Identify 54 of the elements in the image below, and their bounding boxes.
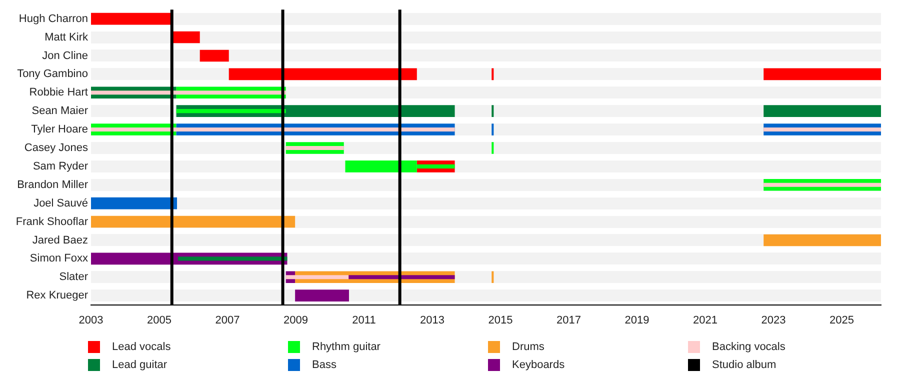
y-tick-label: Tyler Hoare [31,124,88,136]
y-tick-label: Robbie Hart [29,86,88,99]
x-tick-label: 2021 [693,314,718,326]
y-tick-label: Jon Cline [42,50,88,62]
x-tick-label: 2009 [284,314,308,326]
y-tick-label: Brandon Miller [17,178,88,191]
bar [348,275,455,280]
x-tick-label: 2003 [78,314,104,326]
y-tick-label: Matt Kirk [44,31,88,44]
legend-label: Keyboards [512,359,565,371]
x-tick-label: 2017 [556,314,581,326]
x-tick-label: 2015 [488,314,513,326]
y-tick-label: Frank Shooflar [16,216,88,228]
bar [178,256,288,261]
x-tick-label: 2025 [830,314,854,326]
x-tick-label: 2005 [147,314,172,326]
bar [228,68,417,80]
x-tick-label: 2011 [352,314,376,326]
x-tick-label: 2013 [420,314,444,326]
bar [286,275,349,280]
legend-label: Lead guitar [112,359,168,371]
bar [295,290,349,302]
bar [764,182,881,187]
legend-label: Studio album [712,359,776,371]
y-tick-label: Tony Gambino [17,68,88,80]
legend-label: Rhythm guitar [312,341,380,353]
y-tick-label: Hugh Charron [18,12,88,25]
bar [91,90,286,95]
x-tick-label: 2019 [624,314,650,326]
legend-label: Drums [512,341,544,353]
legend-label: Backing vocals [712,341,786,353]
bar [200,50,229,62]
bar [91,197,177,210]
bar [764,105,881,117]
y-tick-label: Joel Sauvé [34,197,88,210]
bar [91,12,172,25]
y-tick-label: Rex Krueger [26,290,88,302]
bar [764,127,881,132]
y-tick-label: Jared Baez [32,234,88,246]
y-tick-label: Simon Foxx [30,252,88,265]
bar [764,234,881,246]
bar [172,31,200,44]
bar [286,146,344,150]
y-tick-label: Sam Ryder [32,160,88,172]
bar [764,68,881,80]
x-tick-label: 2023 [761,314,786,326]
y-tick-label: Sean Maier [32,105,88,118]
y-tick-label: Casey Jones [24,142,88,154]
legend-label: Lead vocals [112,341,171,353]
x-tick-label: 2007 [215,314,240,326]
y-tick-label: Slater [59,271,88,284]
bar [176,109,286,114]
bar [91,216,296,228]
legend-label: Bass [312,359,336,371]
